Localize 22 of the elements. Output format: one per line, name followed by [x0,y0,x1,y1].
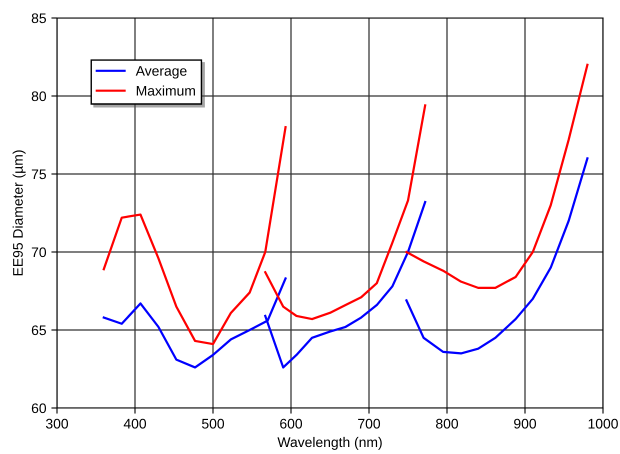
x-tick-label: 1000 [588,418,618,429]
x-axis-title: Wavelength (nm) [277,436,382,450]
legend-label: Maximum [136,85,195,96]
legend-label: Average [136,66,187,79]
x-tick-label: 500 [202,418,224,429]
x-tick-label: 300 [46,418,68,429]
x-tick-label: 600 [280,418,302,429]
y-tick-label: 65 [32,325,46,336]
y-tick-label: 85 [32,13,46,24]
x-tick-label: 700 [358,418,380,429]
line-series [102,126,287,346]
x-tick-label: 400 [124,418,146,429]
y-tick-label: 80 [32,91,46,102]
x-tick-label: 800 [436,418,458,429]
line-series [405,157,589,355]
y-tick-label: 60 [32,403,46,414]
y-axis-title: EE95 Diameter (µm) [12,150,26,276]
y-tick-label: 75 [32,169,46,180]
y-tick-label: 70 [32,247,46,258]
x-tick-label: 900 [514,418,536,429]
line-series [264,104,426,320]
line-series [405,64,589,289]
